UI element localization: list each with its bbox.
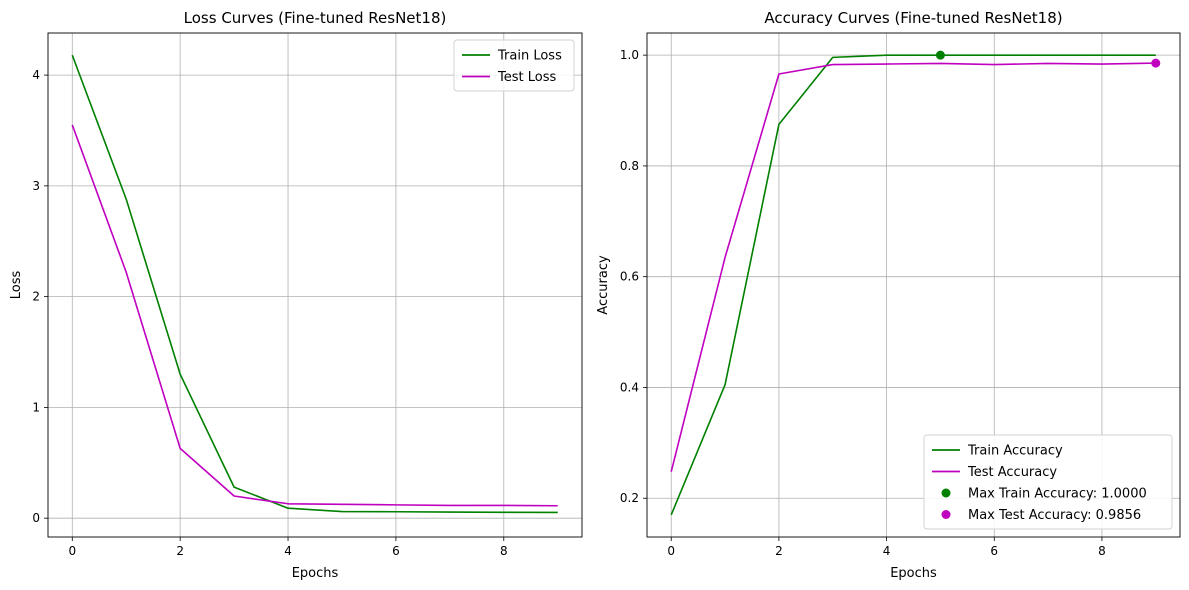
y-axis-label: Loss (9, 271, 24, 300)
max-marker-point (935, 50, 945, 60)
y-tick-label: 0.8 (620, 159, 639, 173)
legend-label: Train Loss (497, 49, 562, 64)
x-tick-label: 4 (284, 544, 292, 558)
axes-frame (47, 32, 583, 538)
x-tick-label: 8 (1098, 544, 1106, 558)
chart-title: Loss Curves (Fine-tuned ResNet18) (184, 9, 447, 27)
y-tick-label: 2 (32, 290, 40, 304)
x-tick-label: 6 (990, 544, 998, 558)
x-axis-label: Epochs (292, 566, 339, 581)
legend-dot-swatch (941, 488, 951, 498)
legend: Train Accuracy Test Accuracy Max Train Acc… (923, 434, 1173, 530)
series-line-train-loss (71, 54, 558, 514)
y-tick-label: 1.0 (620, 48, 639, 62)
legend-label: Test Loss (497, 70, 556, 85)
y-tick-label: 0.4 (620, 380, 639, 394)
x-tick-label: 0 (667, 544, 675, 558)
legend-box (923, 434, 1173, 530)
series-line-train-accuracy (670, 54, 1156, 516)
legend-label: Max Train Accuracy: 1.0000 (968, 487, 1147, 502)
x-tick-label: 0 (68, 544, 76, 558)
y-tick-label: 0.2 (620, 491, 639, 505)
axes-frame (646, 32, 1181, 538)
x-tick-label: 2 (775, 544, 783, 558)
y-tick-label: 3 (32, 179, 40, 193)
legend: Train Loss Test Loss (453, 39, 575, 92)
chart-title: Accuracy Curves (Fine-tuned ResNet18) (764, 9, 1062, 27)
legend-label: Test Accuracy (967, 465, 1057, 480)
legend-label: Train Accuracy (967, 444, 1063, 459)
legend-box (453, 39, 575, 92)
legend-label: Max Test Accuracy: 0.9856 (968, 508, 1141, 523)
y-tick-label: 0.6 (620, 270, 639, 284)
y-tick-label: 1 (32, 400, 40, 414)
legend-dot-swatch (941, 510, 951, 519)
x-axis-label: Epochs (890, 566, 937, 581)
x-tick-label: 2 (176, 544, 184, 558)
y-axis-label: Accuracy (596, 255, 611, 315)
x-tick-label: 8 (500, 544, 508, 558)
series-line-test-accuracy (670, 62, 1156, 472)
y-tick-label: 4 (32, 68, 40, 82)
max-marker-point (1151, 58, 1161, 68)
y-tick-label: 0 (32, 511, 40, 525)
x-tick-label: 4 (883, 544, 891, 558)
x-tick-label: 6 (392, 544, 400, 558)
accuracy-chart: 0 2 4 6 8 0.2 0.4 0.6 0.8 1.0 Accuracy Curves (Fin… (596, 9, 1181, 581)
loss-chart: 0 2 4 6 8 0 1 2 3 4 Loss Curves (Fine-tuned ResNet… (9, 9, 583, 581)
series-line-test-loss (71, 124, 558, 507)
